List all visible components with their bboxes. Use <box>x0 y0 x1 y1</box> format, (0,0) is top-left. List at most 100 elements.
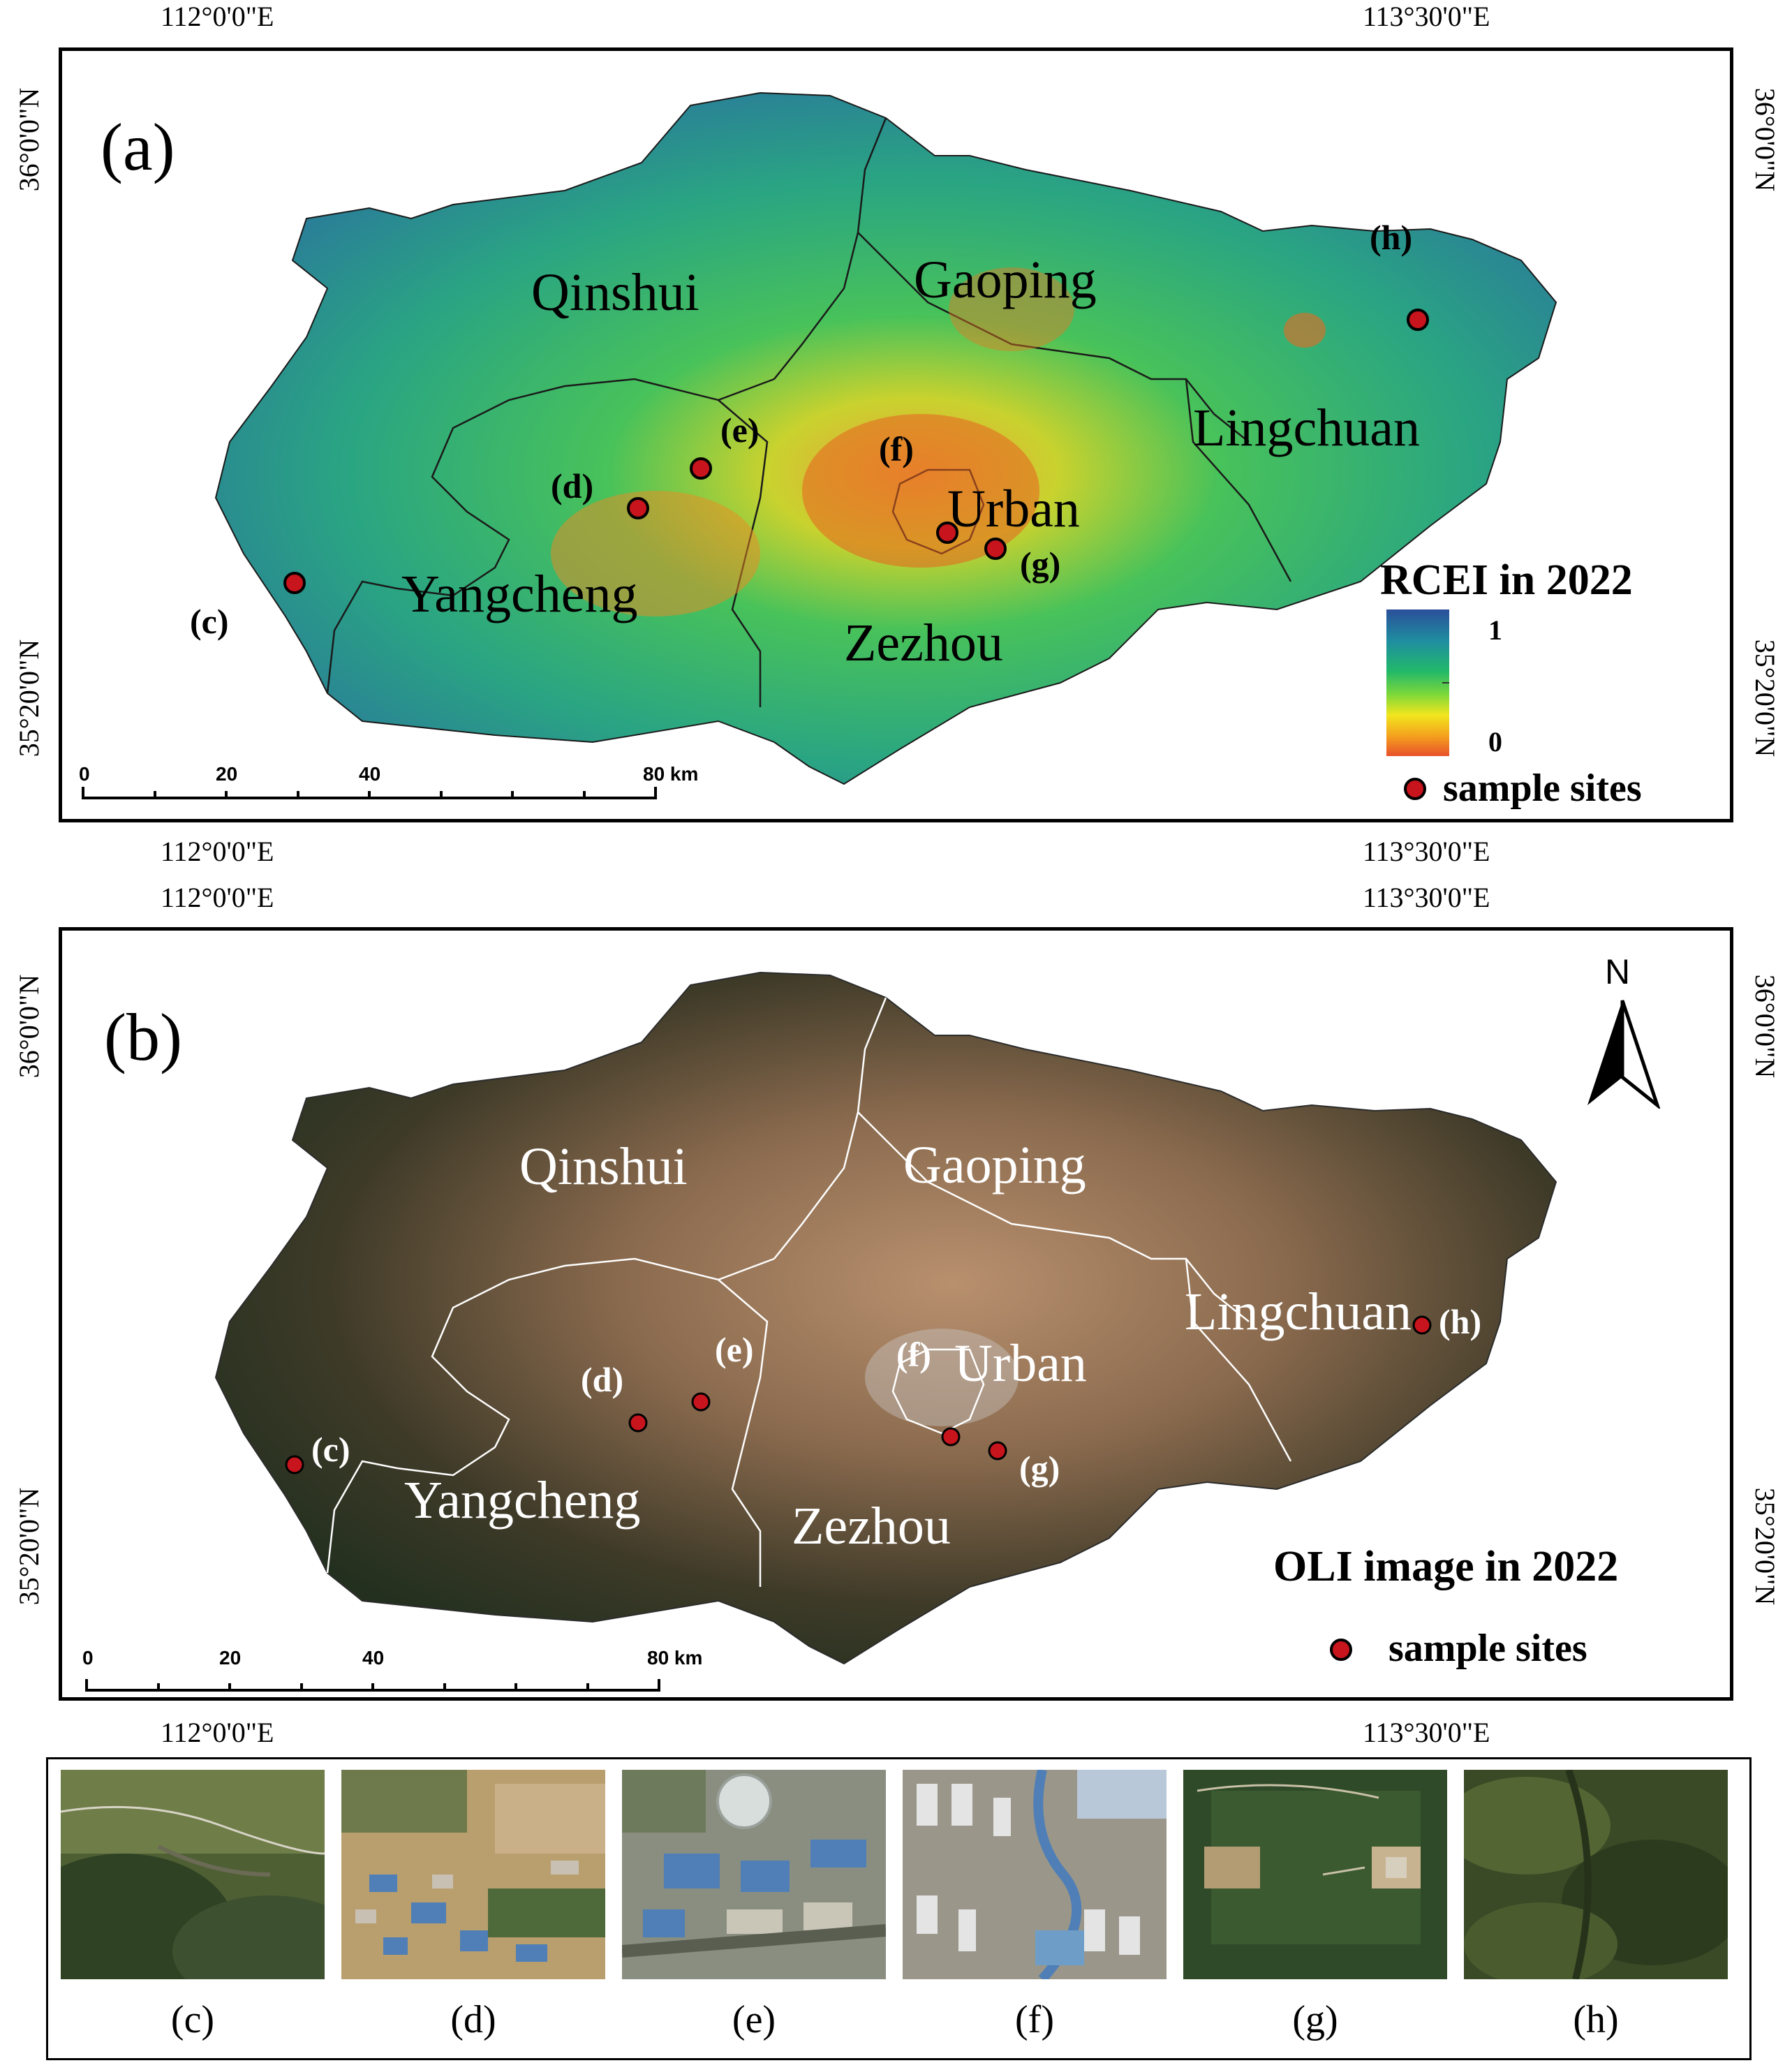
site-label-g-a: (g) <box>1020 545 1061 584</box>
region-label-zezhou-b: Zezhou <box>792 1497 951 1555</box>
site-label-c-a: (c) <box>190 602 229 641</box>
thumbnail-h <box>1464 1770 1728 1979</box>
region-label-yangcheng-b: Yangcheng <box>404 1471 641 1530</box>
oli-map <box>214 971 1557 1665</box>
lingchuan-hotspot-a <box>1284 313 1326 348</box>
scale-tick-40-a: 40 <box>359 763 381 785</box>
coord-top-right-a: 113°30'0"E <box>1363 1 1490 32</box>
region-label-urban-b: Urban <box>954 1334 1087 1393</box>
thumbnail-g-image <box>1183 1770 1447 1979</box>
region-label-yangcheng-a: Yangcheng <box>401 565 638 623</box>
legend-sites-label-a: sample sites <box>1443 767 1642 810</box>
site-label-g-b: (g) <box>1019 1449 1060 1488</box>
scale-tick-80-b: 80 km <box>647 1647 703 1669</box>
site-label-f-a: (f) <box>879 429 914 468</box>
site-marker-g <box>984 538 1007 560</box>
region-label-qinshui-a: Qinshui <box>531 263 699 322</box>
scale-tick-80-a: 80 km <box>643 763 699 785</box>
site-label-e-b: (e) <box>715 1330 754 1369</box>
thumbnail-label-g: (g) <box>1292 1998 1338 2041</box>
thumbnail-d-image <box>341 1770 605 1979</box>
coord-left-upper-a: 36°0'0"N <box>13 87 45 192</box>
scale-tick-0-a: 0 <box>79 763 90 785</box>
thumbnail-label-h: (h) <box>1573 1998 1619 2041</box>
legend-max-a: 1 <box>1488 614 1502 646</box>
scale-tick-20-b: 20 <box>219 1647 242 1669</box>
rcei-colorbar <box>1386 609 1449 756</box>
thumbnail-e-image <box>622 1770 886 1979</box>
thumbnail-e <box>622 1770 886 1979</box>
coord-top-right-b: 113°30'0"E <box>1363 882 1490 913</box>
thumbnail-label-c: (c) <box>170 1998 215 2041</box>
site-marker-h <box>1412 1315 1432 1335</box>
coord-top-left-b: 112°0'0"E <box>161 882 274 913</box>
coord-bottom-left-a: 112°0'0"E <box>161 836 274 867</box>
region-label-zezhou-a: Zezhou <box>844 614 1003 672</box>
legend-site-icon-a <box>1404 778 1426 800</box>
region-label-lingchuan-b: Lingchuan <box>1185 1282 1412 1341</box>
coord-bottom-right-a: 113°30'0"E <box>1363 836 1490 867</box>
site-marker-d <box>627 497 649 519</box>
urban-hotspot-a <box>802 414 1039 568</box>
site-label-h-a: (h) <box>1370 218 1413 257</box>
scale-bar-a <box>82 787 657 799</box>
thumbnail-label-e: (e) <box>732 1998 776 2041</box>
site-label-d-b: (d) <box>581 1360 624 1399</box>
coord-right-upper-a: 36°0'0"N <box>1749 87 1781 192</box>
urban-area-b <box>865 1329 1019 1426</box>
map-frame-a: (a) Qinshui <box>59 47 1733 822</box>
region-label-gaoping-a: Gaoping <box>914 251 1097 309</box>
study-area-shape-b <box>214 971 1557 1665</box>
thumbnail-c <box>61 1770 325 1979</box>
site-marker-f <box>941 1427 961 1447</box>
region-label-lingchuan-a: Lingchuan <box>1193 399 1421 457</box>
site-marker-h <box>1407 309 1429 331</box>
thumbnail-f-image <box>903 1770 1167 1979</box>
region-label-urban-a: Urban <box>947 480 1080 538</box>
rcei-map <box>214 91 1557 785</box>
site-marker-e <box>690 457 712 480</box>
coord-left-lower-b: 35°20'0"N <box>13 1487 45 1606</box>
legend-title-a: RCEI in 2022 <box>1380 556 1633 604</box>
north-arrow-label: N <box>1605 952 1631 991</box>
site-label-e-a: (e) <box>720 411 760 450</box>
coord-left-lower-a: 35°20'0"N <box>13 639 45 757</box>
site-label-h-b: (h) <box>1439 1302 1482 1341</box>
thumbnail-d <box>341 1770 605 1979</box>
legend-sites-label-b: sample sites <box>1389 1627 1587 1670</box>
coord-right-lower-a: 35°20'0"N <box>1749 639 1781 757</box>
thumbnail-h-image <box>1464 1770 1728 1979</box>
site-marker-e <box>691 1392 711 1412</box>
site-marker-c <box>283 572 306 594</box>
site-marker-c <box>285 1455 304 1474</box>
thumbnail-strip <box>46 1757 1752 2060</box>
sample-sites-b <box>285 1315 1432 1474</box>
north-arrow-icon <box>1587 1000 1661 1109</box>
county-boundaries-b <box>326 997 1292 1587</box>
site-marker-g <box>988 1441 1007 1461</box>
thumbnail-c-image <box>61 1770 325 1979</box>
thumbnail-label-f: (f) <box>1015 1998 1054 2041</box>
scale-tick-0-b: 0 <box>82 1647 94 1669</box>
site-marker-d <box>628 1413 648 1433</box>
coord-top-left-a: 112°0'0"E <box>161 1 274 32</box>
region-label-gaoping-b: Gaoping <box>903 1136 1086 1195</box>
coord-left-upper-b: 36°0'0"N <box>13 974 45 1079</box>
panel-tag-a: (a) <box>101 110 175 184</box>
yangcheng-hotspot-a <box>551 491 760 616</box>
thumbnail-f <box>903 1770 1167 1979</box>
site-label-c-b: (c) <box>311 1430 350 1469</box>
panel-b-title: OLI image in 2022 <box>1273 1543 1619 1590</box>
panel-tag-b: (b) <box>104 1000 182 1074</box>
coord-bottom-right-b: 113°30'0"E <box>1363 1717 1490 1748</box>
map-frame-b: (b) Qinshui Gaoping Lingch <box>59 927 1733 1701</box>
site-label-d-a: (d) <box>551 466 594 505</box>
scale-tick-40-b: 40 <box>362 1647 385 1669</box>
region-label-qinshui-b: Qinshui <box>519 1137 688 1196</box>
coord-right-upper-b: 36°0'0"N <box>1749 974 1781 1079</box>
thumbnail-label-d: (d) <box>450 1998 496 2041</box>
scale-bar-b <box>85 1679 660 1692</box>
scale-tick-20-a: 20 <box>216 763 238 785</box>
coord-bottom-left-b: 112°0'0"E <box>161 1717 274 1748</box>
legend-site-icon-b <box>1330 1639 1352 1661</box>
